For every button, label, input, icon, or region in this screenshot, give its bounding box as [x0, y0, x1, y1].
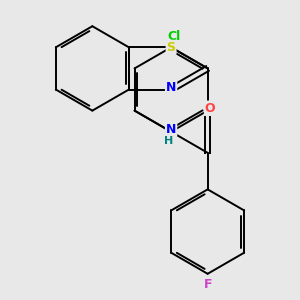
Text: O: O — [205, 101, 215, 115]
Text: H: H — [164, 136, 173, 146]
Text: N: N — [166, 80, 176, 94]
Text: N: N — [166, 123, 176, 136]
Text: Cl: Cl — [167, 30, 180, 43]
Text: S: S — [167, 41, 176, 54]
Text: F: F — [203, 278, 212, 291]
